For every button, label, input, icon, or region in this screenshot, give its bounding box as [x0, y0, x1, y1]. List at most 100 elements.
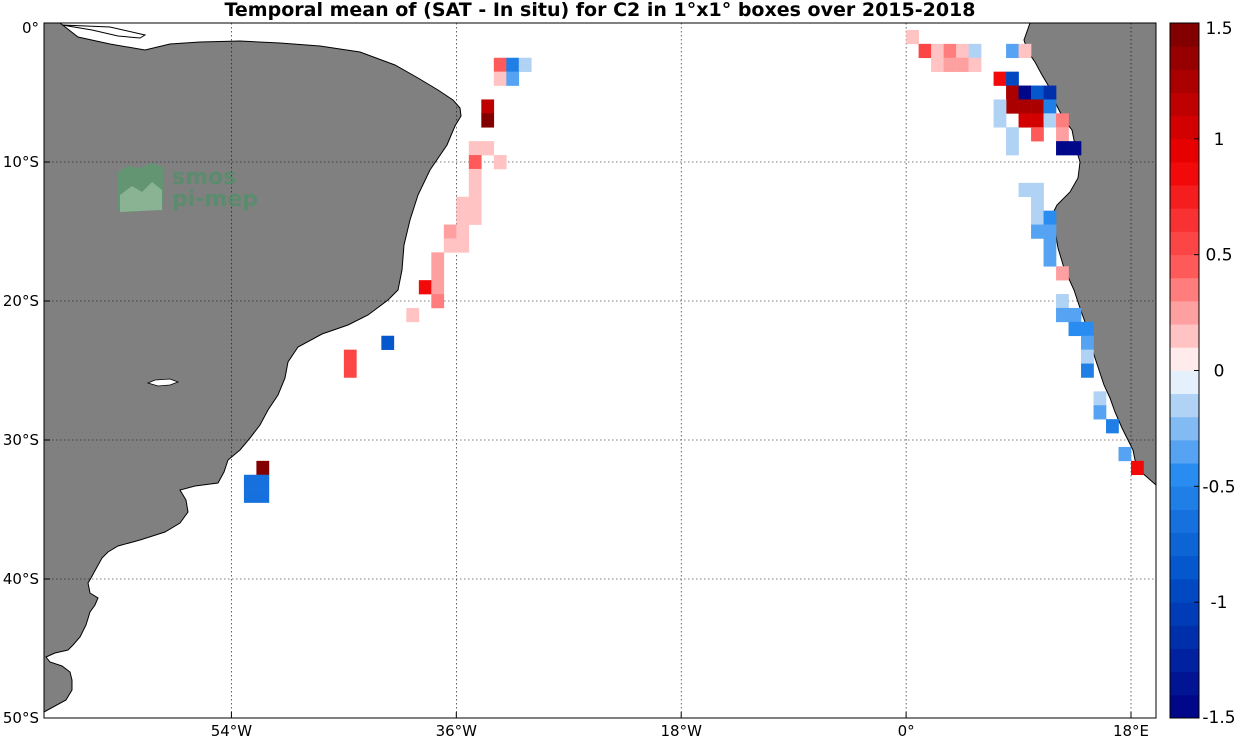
data-cell: [1018, 43, 1032, 59]
data-cell: [1018, 182, 1032, 198]
colorbar-tick-label: -0.5: [1202, 477, 1235, 497]
lon-tick-label: 54°W: [211, 722, 253, 738]
data-cell: [1018, 99, 1032, 114]
colorbar-step: [1170, 671, 1199, 696]
data-cell: [443, 224, 457, 239]
data-cell: [1031, 85, 1044, 100]
colorbar: 1.5 1 0.5 0 -0.5 -1 -1.5: [1169, 19, 1236, 728]
data-cell: [256, 460, 270, 476]
data-cell: [1031, 127, 1044, 142]
colorbar-step: [1170, 46, 1199, 70]
logo-text-smos: smos: [172, 165, 236, 190]
colorbar-tick-label: -1: [1211, 593, 1228, 613]
data-cell: [1068, 141, 1082, 156]
lat-tick-label: 50°S: [3, 709, 39, 727]
data-cell: [1006, 141, 1019, 156]
colorbar-step: [1170, 509, 1199, 534]
data-cell: [456, 224, 470, 239]
data-cell: [506, 71, 520, 86]
data-cell: [343, 363, 357, 378]
data-cell: [956, 57, 969, 72]
colorbar-step: [1170, 162, 1199, 186]
data-cell: [256, 474, 270, 489]
data-cell: [1031, 182, 1044, 198]
data-cell: [493, 57, 507, 72]
data-cell: [468, 196, 482, 211]
colorbar-step: [1170, 138, 1199, 163]
colorbar-step: [1170, 579, 1199, 603]
data-cell: [1068, 321, 1082, 337]
data-cell: [1031, 210, 1044, 225]
data-cell: [418, 280, 432, 295]
lon-tick-label: 18°W: [661, 722, 703, 738]
data-cell: [456, 210, 470, 225]
data-cell: [468, 182, 482, 198]
colorbar-step: [1170, 115, 1199, 140]
data-cell: [431, 266, 445, 281]
data-cell: [506, 57, 520, 72]
data-cell: [1056, 113, 1069, 128]
smos-pi-mep-logo: smos pi-mep: [118, 163, 258, 213]
axis-labels: 54°W 36°W 18°W 0° 18°E 0° 10°S 20°S 30°S 40°S 50°S: [3, 19, 1149, 738]
data-cell: [1056, 127, 1069, 142]
data-cell: [493, 71, 507, 86]
data-cell: [1006, 85, 1019, 100]
data-cell: [1056, 307, 1069, 323]
colorbar-step: [1170, 185, 1199, 209]
data-cell: [1056, 294, 1069, 309]
data-cell: [243, 474, 257, 489]
data-cell: [343, 349, 357, 364]
colorbar-tick-label: 0.5: [1205, 246, 1232, 266]
colorbar-step: [1170, 463, 1199, 487]
data-cell: [1006, 71, 1019, 86]
data-cell: [468, 155, 482, 170]
map-title: Temporal mean of (SAT - In situ) for C2 …: [224, 0, 976, 21]
colorbar-tick-label: 0: [1214, 362, 1225, 382]
data-cell: [1068, 307, 1082, 323]
data-cell: [993, 113, 1007, 128]
data-cell: [1043, 99, 1057, 114]
data-cell: [518, 57, 532, 72]
data-cell: [1043, 113, 1057, 128]
data-cell: [493, 155, 507, 170]
colorbar-step: [1170, 254, 1199, 279]
data-cell: [1093, 405, 1107, 420]
colorbar-step: [1170, 393, 1199, 418]
colorbar-tick-label: 1: [1214, 130, 1225, 150]
data-cell: [481, 113, 495, 128]
data-cell: [243, 488, 257, 503]
colorbar-step: [1170, 370, 1199, 395]
data-cell: [256, 488, 270, 503]
data-cell: [1118, 446, 1132, 462]
data-cell: [1131, 460, 1144, 476]
data-cell: [906, 29, 919, 45]
colorbar-tick-label: 1.5: [1205, 19, 1232, 39]
data-cell: [931, 43, 944, 59]
data-cell: [943, 57, 957, 72]
data-cell: [1093, 391, 1107, 406]
colorbar-tick-label: -1.5: [1202, 708, 1235, 728]
colorbar-step: [1170, 277, 1199, 302]
colorbar-step: [1170, 324, 1199, 348]
data-cell: [1006, 43, 1019, 59]
data-cells: [243, 29, 1144, 503]
colorbar-step: [1170, 440, 1199, 464]
colorbar-step: [1170, 301, 1199, 325]
data-cell: [956, 43, 969, 59]
colorbar-step: [1170, 555, 1199, 580]
lat-tick-label: 20°S: [3, 292, 39, 310]
lon-tick-label: 0°: [898, 722, 915, 738]
colorbar-step: [1170, 23, 1199, 47]
colorbar-step: [1170, 92, 1199, 117]
data-cell: [1018, 85, 1032, 100]
colorbar-step: [1170, 231, 1199, 256]
data-cell: [918, 43, 932, 59]
data-cell: [1031, 224, 1044, 239]
data-cell: [481, 141, 495, 156]
data-cell: [1031, 99, 1044, 114]
data-cell: [993, 71, 1007, 86]
data-cell: [1056, 266, 1069, 281]
data-cell: [468, 210, 482, 225]
data-cell: [443, 238, 457, 253]
